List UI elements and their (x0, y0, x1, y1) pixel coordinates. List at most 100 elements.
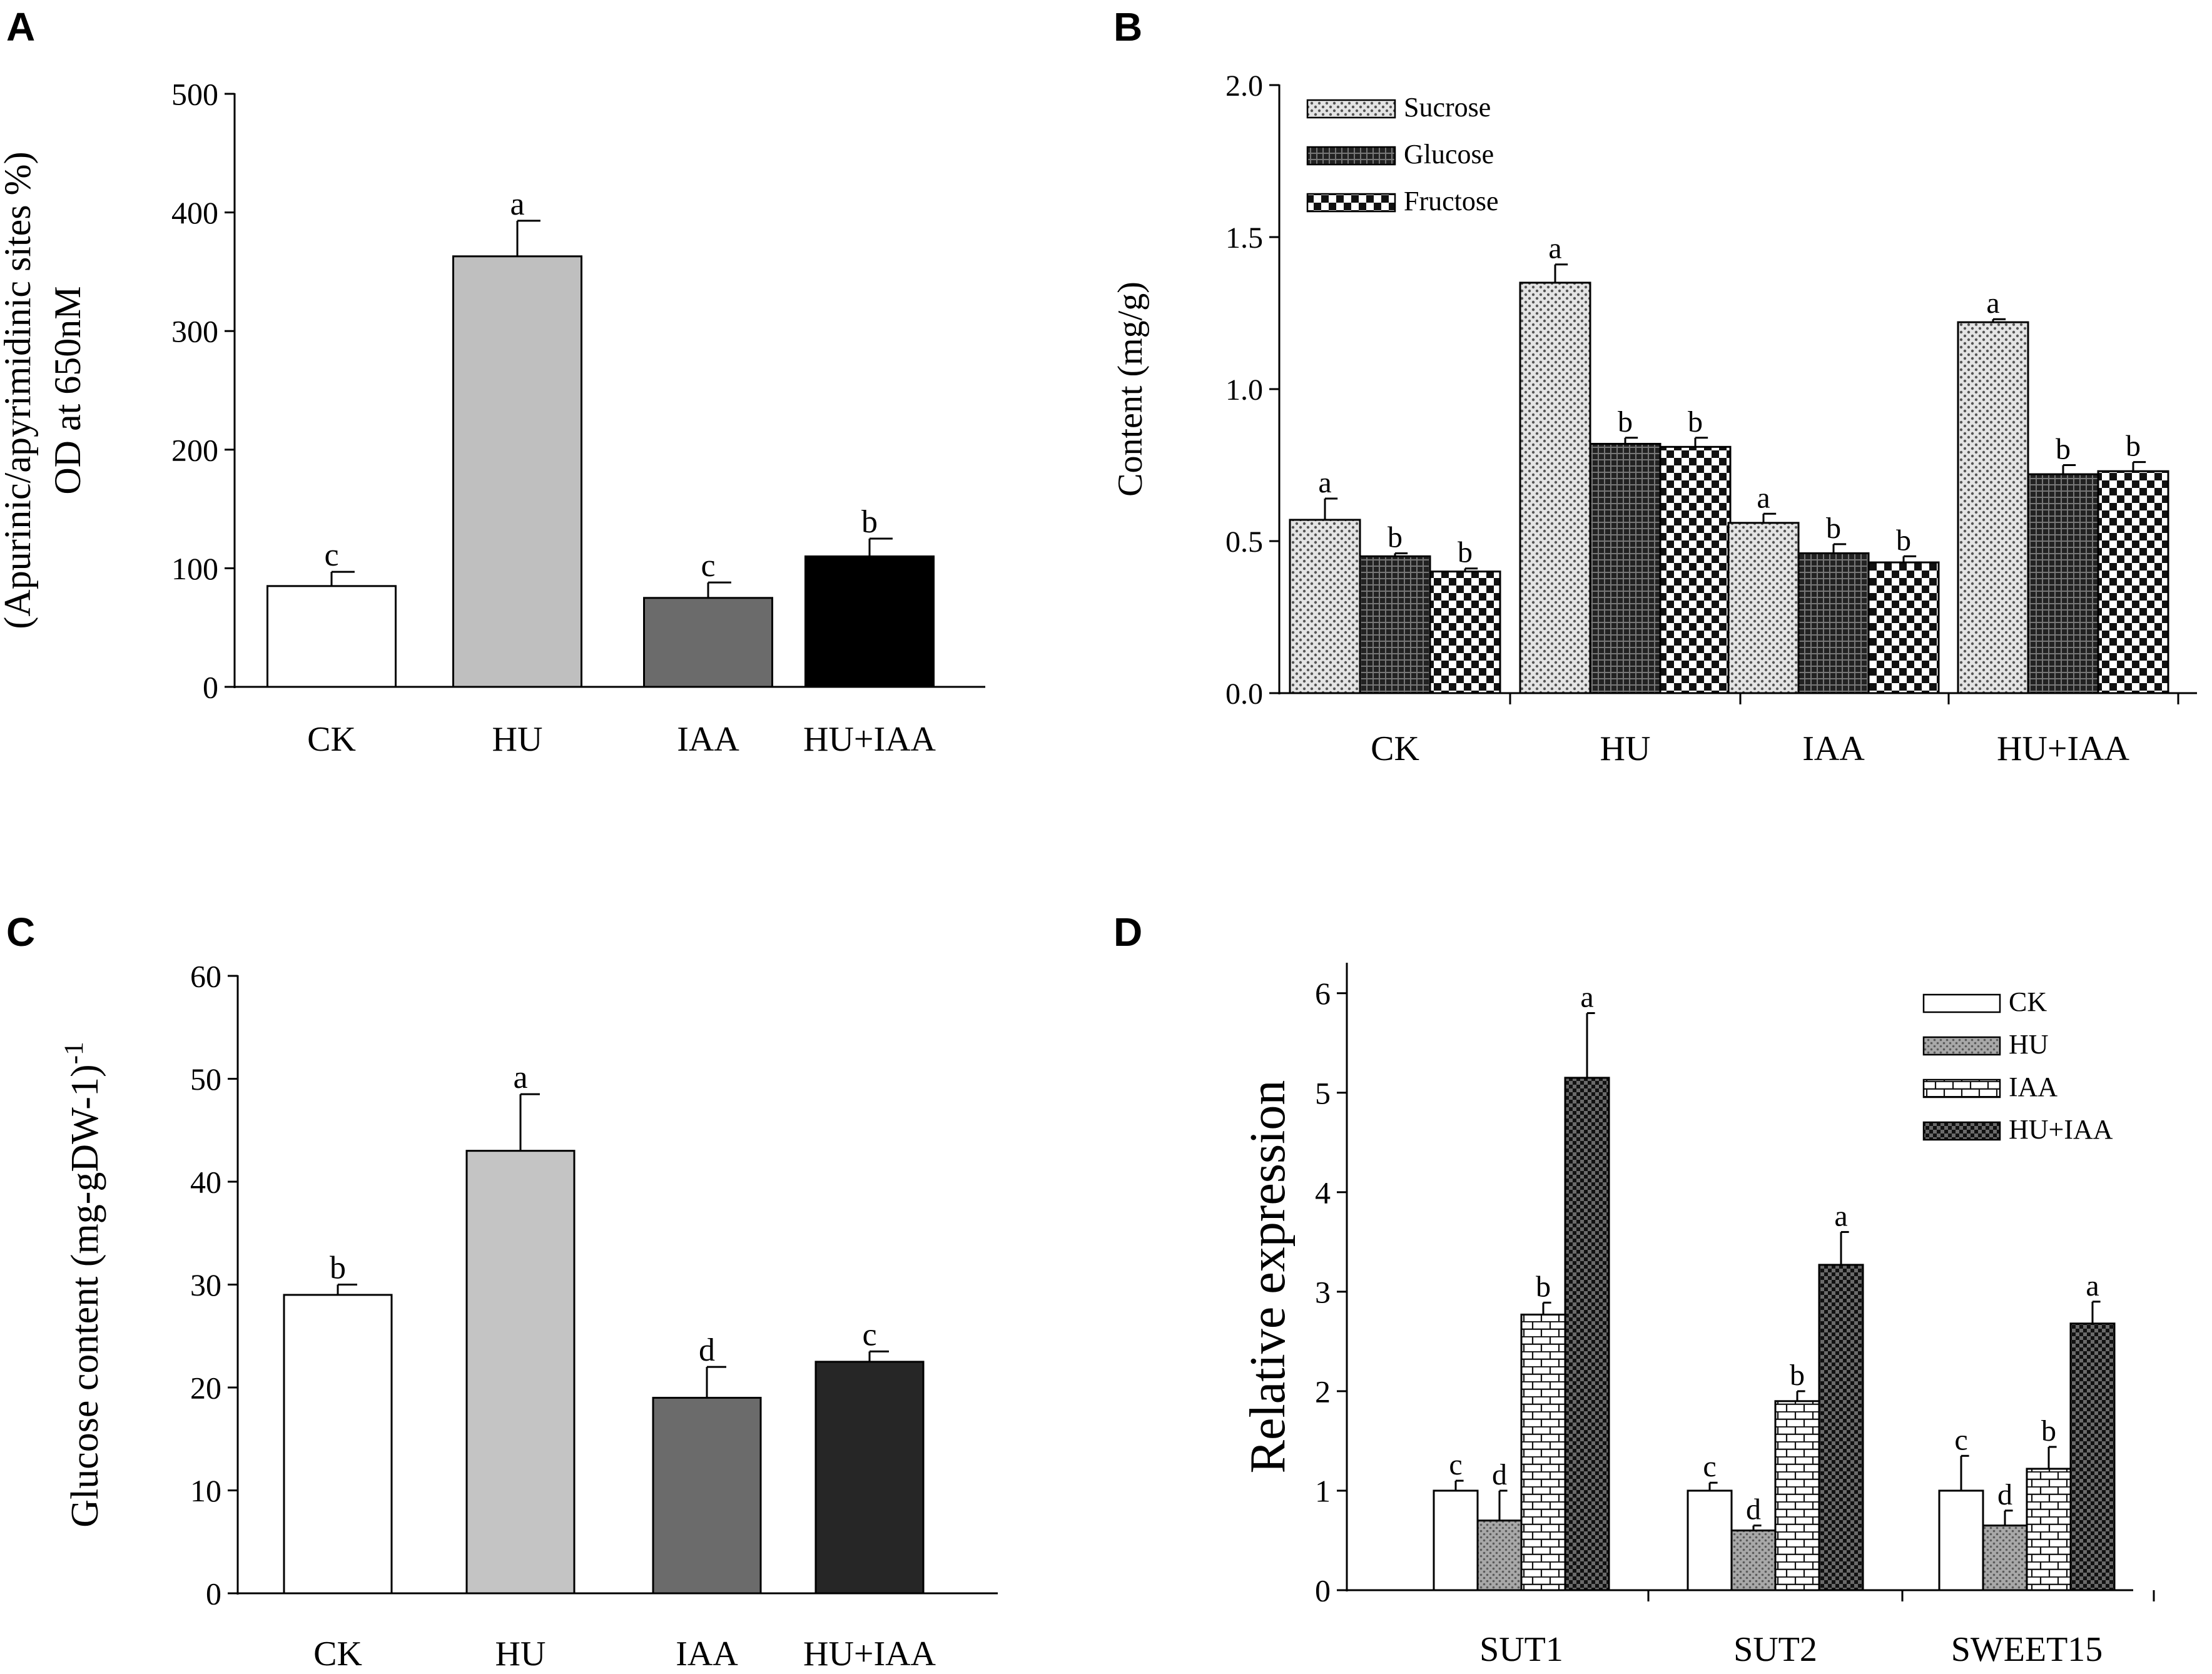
x-category-label: HU (492, 720, 543, 759)
bar (1589, 442, 1662, 694)
significance-letter: d (1746, 1493, 1761, 1526)
x-category-label: HU+IAA (1997, 729, 2130, 768)
significance-letter: c (862, 1317, 876, 1352)
bar (814, 1361, 925, 1595)
y-axis-label: Relative expression (1240, 1080, 1296, 1474)
y-tick-label: 0.5 (1225, 525, 1263, 559)
significance-letter: b (2056, 433, 2071, 466)
bar (1727, 522, 1800, 694)
significance-letter: c (1703, 1450, 1716, 1483)
bar (465, 1150, 576, 1595)
significance-letter: d (699, 1332, 715, 1368)
legend-label: Fructose (1404, 186, 1499, 216)
x-category-label: SWEET15 (1951, 1630, 2103, 1669)
legend: CK HU IAA HU+IAA (1922, 987, 2113, 1145)
bar (1564, 1077, 1610, 1591)
bar (1659, 445, 1732, 694)
bar (1687, 1489, 1733, 1591)
legend-swatch (1306, 99, 1396, 119)
significance-letter: a (1986, 287, 1999, 320)
significance-letter: a (513, 1060, 527, 1095)
panel-d: D 0 1 2 3 4 5 6 SUT1 SUT2 SWEET15 Relative expressi… (1114, 910, 2155, 1669)
legend-label: CK (2009, 987, 2047, 1017)
y-tick-label: 100 (171, 551, 218, 586)
y-tick-label: 0.0 (1225, 677, 1263, 711)
bar (283, 1294, 393, 1595)
x-category-label: SUT2 (1733, 1630, 1817, 1669)
bar (266, 585, 397, 688)
significance-letter: b (2126, 430, 2141, 463)
bar (1797, 552, 1870, 694)
y-tick-label: 3 (1315, 1274, 1331, 1309)
panel-c: C 0 10 20 30 40 50 60 CK HU IAA HU+IAA Glucose conte… (6, 910, 998, 1673)
bar (1730, 1529, 1777, 1591)
significance-letter: b (1896, 524, 1911, 557)
significance-letter: a (1548, 232, 1561, 265)
y-axis-label: Content (mg/g) (1111, 282, 1150, 497)
y-axis-label: (Apurinic/apyrimidinic sites %) (0, 151, 38, 629)
bar (1359, 555, 1431, 694)
y-tick-label: 10 (190, 1473, 221, 1508)
significance-letter: b (330, 1250, 346, 1286)
significance-letter: a (1834, 1199, 1847, 1232)
significance-letter: b (861, 504, 878, 540)
legend-swatch (1306, 193, 1396, 213)
y-tick-label: 20 (190, 1371, 221, 1406)
significance-letter: d (1492, 1458, 1507, 1491)
x-category-label: CK (1371, 729, 1419, 768)
legend-swatch (1922, 1036, 2001, 1056)
y-tick-label: 30 (190, 1267, 221, 1302)
bar (452, 255, 582, 688)
y-tick-label: 60 (190, 959, 221, 994)
significance-letter: c (1449, 1448, 1462, 1481)
x-category-label: HU (1600, 729, 1651, 768)
legend-label: HU (2009, 1029, 2049, 1060)
legend-label: HU+IAA (2009, 1114, 2113, 1145)
significance-letter: c (1954, 1423, 1967, 1456)
bar (643, 597, 773, 688)
significance-letter: a (510, 186, 524, 222)
bar (2027, 473, 2099, 694)
y-axis-label: Glucose content (mg-gDW-1)-1 (59, 1042, 106, 1528)
bar (1774, 1400, 1820, 1591)
x-category-label: HU+IAA (803, 720, 936, 759)
bar (1476, 1519, 1523, 1591)
significance-letter: b (1618, 405, 1633, 439)
x-category-label: IAA (676, 1635, 738, 1673)
legend-swatch (1306, 146, 1396, 166)
significance-letter: b (1790, 1359, 1805, 1392)
legend-swatch (1922, 1121, 2001, 1141)
significance-letter: a (2086, 1269, 2099, 1302)
x-category-label: IAA (1802, 729, 1865, 768)
significance-letter: a (1580, 981, 1593, 1014)
significance-letter: b (1688, 405, 1703, 439)
bar (1289, 519, 1361, 694)
x-category-label: IAA (677, 720, 739, 759)
significance-letter: c (324, 537, 338, 573)
bar (804, 555, 935, 688)
y-tick-label: 500 (171, 77, 218, 112)
y-tick-label: 300 (171, 314, 218, 349)
x-category-label: CK (313, 1635, 362, 1673)
bar (652, 1396, 762, 1595)
panel-label-b: B (1114, 4, 1142, 49)
significance-letter: b (2041, 1414, 2056, 1448)
panel-label-a: A (6, 4, 35, 49)
y-axis-label-superscript: -1 (59, 1042, 89, 1064)
y-tick-label: 0 (1315, 1573, 1331, 1608)
significance-letter: a (1318, 466, 1331, 499)
y-tick-label: 0 (206, 1576, 221, 1611)
legend: Sucrose Glucose Fructose (1306, 92, 1499, 216)
y-tick-label: 40 (190, 1165, 221, 1200)
y-tick-label: 2 (1315, 1374, 1331, 1409)
panel-b: B 0.0 0.5 1.0 1.5 2.0 CK HU IAA HU+IAA Content (mg… (1111, 4, 2197, 768)
significance-letter: c (701, 548, 715, 584)
y-tick-label: 1 (1315, 1473, 1331, 1508)
legend-swatch (1922, 993, 2001, 1013)
y-axis-label: OD at 650nM (47, 286, 88, 494)
bar (2026, 1468, 2072, 1591)
legend-label: Glucose (1404, 139, 1494, 170)
bar (2097, 470, 2169, 694)
